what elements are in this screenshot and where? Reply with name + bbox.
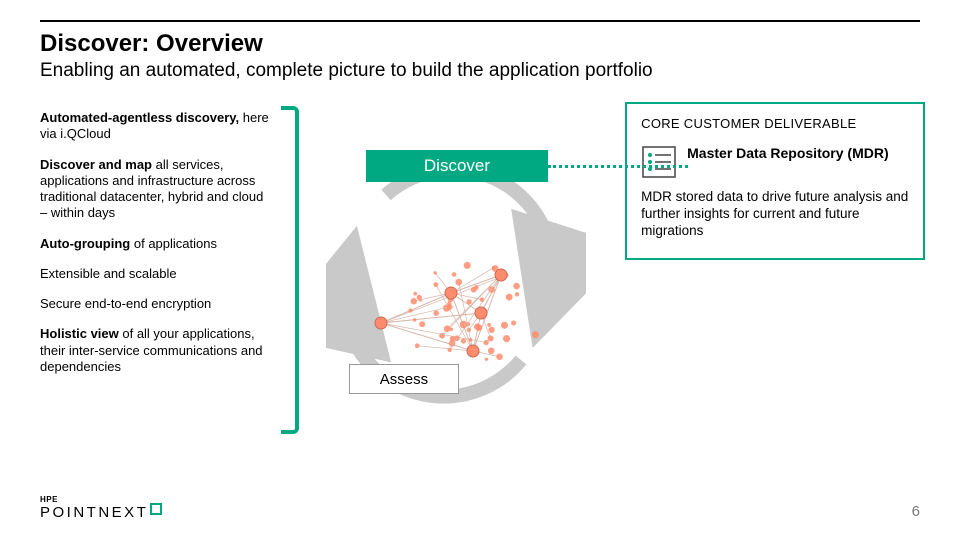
pointnext-logo: POINTNEXT xyxy=(40,504,162,521)
discover-stage-label: Discover xyxy=(366,150,548,182)
mdr-row: Master Data Repository (MDR) xyxy=(641,145,909,179)
slide-subtitle: Enabling an automated, complete picture … xyxy=(40,60,920,82)
bullet-secure: Secure end-to-end encryption xyxy=(40,296,273,312)
dotted-connector xyxy=(548,165,688,168)
bullet-bold: Auto-grouping xyxy=(40,236,130,251)
left-column: Automated-agentless discovery, here via … xyxy=(40,110,291,420)
mdr-title: Master Data Repository (MDR) xyxy=(687,145,888,163)
list-icon xyxy=(641,145,677,179)
brand-footer: HPE POINTNEXT xyxy=(40,495,162,522)
content-row: Automated-agentless discovery, here via … xyxy=(40,110,920,420)
bullet-rest: of applications xyxy=(130,236,217,251)
header-rule xyxy=(40,20,920,22)
bullet-auto-grouping: Auto-grouping of applications xyxy=(40,236,273,252)
bullet-holistic: Holistic view of all your applications, … xyxy=(40,326,273,375)
bullet-discover-map: Discover and map all services, applicati… xyxy=(40,157,273,222)
hpe-label: HPE xyxy=(40,495,162,504)
deliverable-box: CORE CUSTOMER DELIVERABLE Master Data Re… xyxy=(625,102,925,260)
bullet-extensible: Extensible and scalable xyxy=(40,266,273,282)
slide-title: Discover: Overview xyxy=(40,30,920,58)
bullet-bold: Holistic view xyxy=(40,326,119,341)
center-diagram: Discover Assess xyxy=(291,110,625,420)
hpe-mark-icon xyxy=(150,503,162,515)
network-cluster xyxy=(351,205,571,375)
page-number: 6 xyxy=(912,503,920,520)
pointnext-tail: T xyxy=(137,504,149,521)
mdr-description: MDR stored data to drive future analysis… xyxy=(641,189,909,240)
slide: Discover: Overview Enabling an automated… xyxy=(0,0,960,540)
right-column: CORE CUSTOMER DELIVERABLE Master Data Re… xyxy=(625,110,920,420)
bullet-bold: Discover and map xyxy=(40,157,152,172)
bullet-bold: Automated-agentless discovery, xyxy=(40,110,239,125)
deliverable-header: CORE CUSTOMER DELIVERABLE xyxy=(641,116,909,131)
bullet-automated-discovery: Automated-agentless discovery, here via … xyxy=(40,110,273,143)
assess-stage-label: Assess xyxy=(349,364,459,394)
pointnext-text: POINTNEX xyxy=(40,504,137,521)
